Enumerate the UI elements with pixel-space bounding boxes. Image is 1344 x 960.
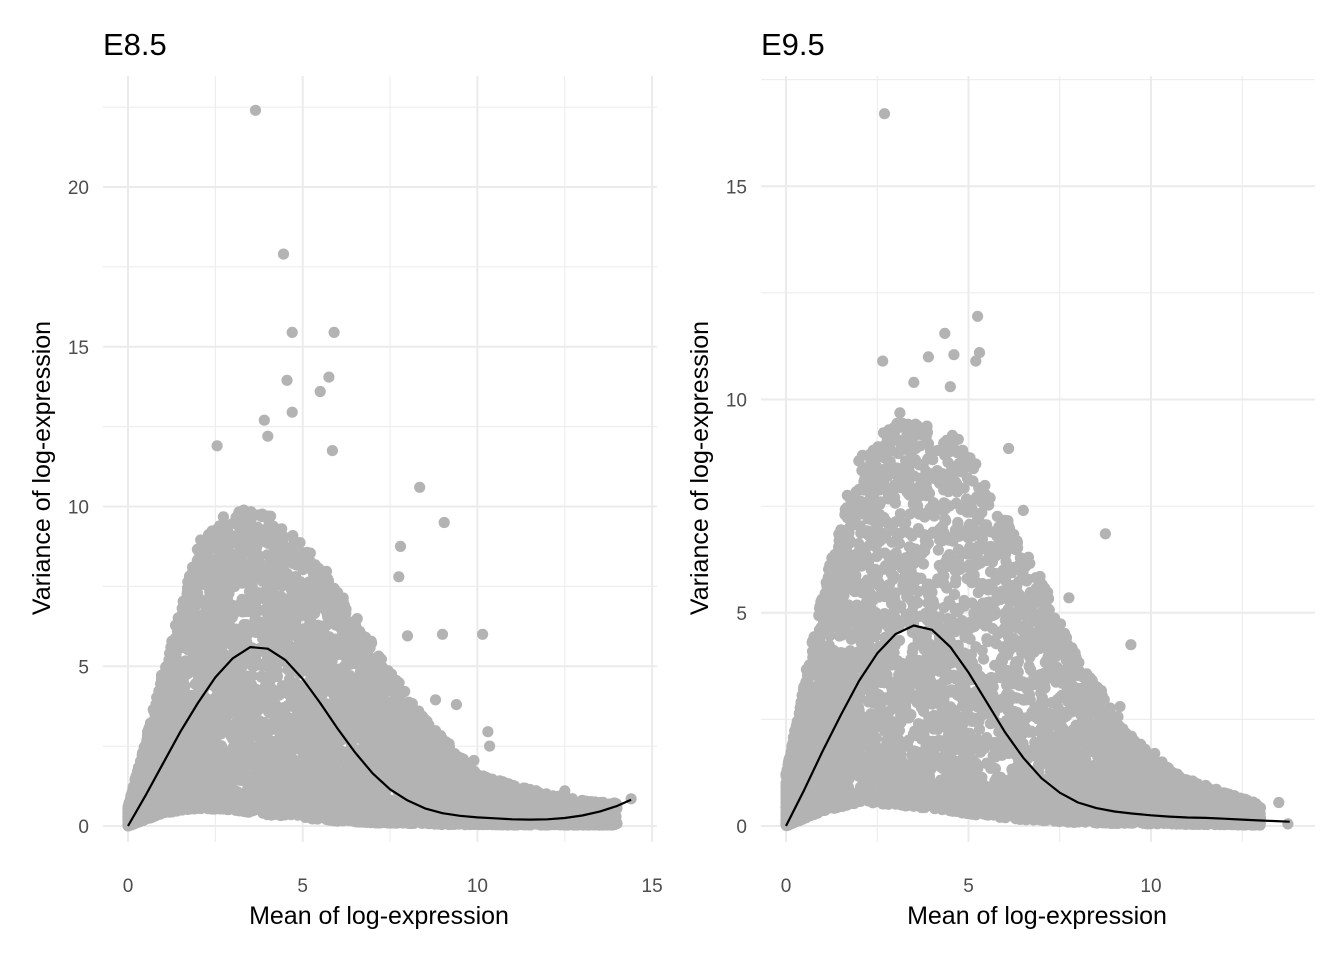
data-point (255, 700, 268, 712)
data-point (240, 606, 252, 618)
point-cloud (122, 504, 623, 832)
panel-title: E8.5 (103, 27, 167, 62)
